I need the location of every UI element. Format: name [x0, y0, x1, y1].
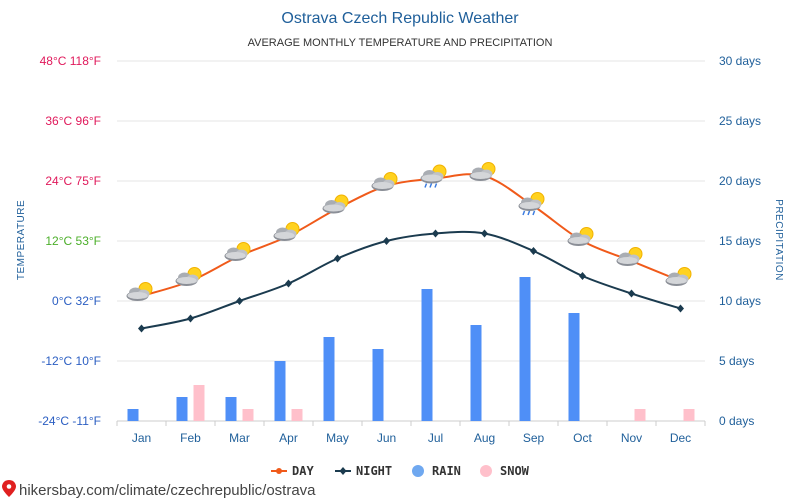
legend-item-night: NIGHT — [335, 464, 392, 478]
right-tick-label: 30 days — [719, 54, 761, 68]
month-label: Oct — [573, 431, 592, 445]
month-label: May — [326, 431, 349, 445]
left-tick-label: 0°C 32°F — [52, 294, 101, 308]
night-point — [481, 229, 488, 238]
legend-item-rain: RAIN — [412, 464, 461, 478]
rain-bar — [372, 349, 384, 421]
month-label: Mar — [229, 431, 250, 445]
sun-cloud-icon — [616, 247, 643, 266]
sun-cloud-rain-icon — [420, 164, 447, 188]
left-tick-label: 12°C 53°F — [45, 234, 101, 248]
rain-bar — [274, 361, 286, 421]
legend-item-day: DAY — [271, 464, 314, 478]
month-label: Sep — [523, 431, 545, 445]
sun-cloud-icon — [469, 162, 496, 181]
right-tick-label: 20 days — [719, 174, 761, 188]
sun-cloud-icon — [175, 267, 202, 286]
precipitation-bars — [127, 277, 695, 421]
left-axis-ticks: 48°C 118°F 36°C 96°F 24°C 75°F 12°C 53°F 0°C… — [38, 54, 101, 428]
legend-label: NIGHT — [356, 464, 392, 478]
month-label: Jan — [132, 431, 151, 445]
sun-cloud-rain-icon — [518, 192, 545, 216]
left-tick-label: 24°C 75°F — [45, 174, 101, 188]
rain-bar — [421, 289, 433, 421]
chart-subtitle: AVERAGE MONTHLY TEMPERATURE AND PRECIPIT… — [248, 37, 553, 49]
legend-label: RAIN — [432, 464, 461, 478]
snow-bar — [193, 385, 205, 421]
right-tick-label: 5 days — [719, 354, 754, 368]
left-tick-label: 48°C 118°F — [40, 54, 101, 68]
night-point — [628, 289, 635, 298]
legend-snow-icon — [480, 465, 492, 477]
legend-label: SNOW — [500, 464, 530, 478]
rain-bar — [568, 313, 580, 421]
snow-bar — [634, 409, 646, 421]
night-point — [383, 237, 390, 245]
month-label: Feb — [180, 431, 201, 445]
rain-bar — [470, 325, 482, 421]
left-tick-label: -24°C -11°F — [38, 414, 101, 428]
snow-bar — [683, 409, 695, 421]
night-point — [187, 314, 194, 323]
snow-bar — [291, 409, 303, 421]
night-point — [530, 247, 537, 255]
day-temperature-line — [141, 173, 681, 297]
temperature-lines — [138, 173, 684, 333]
legend-label: DAY — [292, 464, 314, 478]
weather-icons — [126, 162, 692, 301]
legend-item-snow: SNOW — [480, 464, 530, 478]
sun-cloud-icon — [665, 267, 692, 286]
rain-bar — [225, 397, 237, 421]
chart-legend: DAY NIGHT RAIN SNOW — [271, 464, 530, 478]
left-tick-label: -12°C 10°F — [41, 354, 101, 368]
night-point — [236, 297, 243, 305]
night-point — [579, 272, 586, 280]
month-label: Jun — [377, 431, 396, 445]
location-pin-icon — [2, 480, 16, 497]
legend-rain-icon — [412, 465, 424, 477]
night-point — [138, 324, 145, 333]
month-label: Jul — [428, 431, 443, 445]
right-tick-label: 25 days — [719, 114, 761, 128]
footer-link[interactable]: hikersbay.com/climate/czechrepublic/ostr… — [2, 480, 316, 499]
footer-url[interactable]: hikersbay.com/climate/czechrepublic/ostr… — [19, 482, 316, 499]
right-axis-title: PRECIPITATION — [773, 199, 784, 281]
month-label: Nov — [621, 431, 642, 445]
rain-bar — [176, 397, 188, 421]
sun-cloud-icon — [224, 242, 251, 261]
sun-cloud-icon — [273, 222, 300, 241]
right-tick-label: 0 days — [719, 414, 754, 428]
grid-lines — [116, 60, 706, 426]
sun-cloud-icon — [567, 227, 594, 246]
month-labels: Jan Feb Mar Apr May Jun Jul Aug Sep Oct Nov Dec — [132, 431, 691, 445]
right-tick-label: 10 days — [719, 294, 761, 308]
night-point — [334, 254, 341, 263]
rain-bar — [519, 277, 531, 421]
left-axis-title: TEMPERATURE — [16, 200, 27, 280]
night-point — [677, 304, 684, 313]
night-point — [285, 279, 292, 288]
sun-cloud-icon — [126, 282, 153, 301]
left-tick-label: 36°C 96°F — [45, 114, 101, 128]
right-axis-ticks: 30 days 25 days 20 days 15 days 10 days 5 day… — [719, 54, 761, 428]
night-temperature-line — [141, 230, 681, 330]
chart-title: Ostrava Czech Republic Weather — [281, 10, 519, 27]
month-label: Dec — [670, 431, 691, 445]
month-label: Aug — [474, 431, 495, 445]
rain-bar — [127, 409, 139, 421]
rain-bar — [323, 337, 335, 421]
right-tick-label: 15 days — [719, 234, 761, 248]
snow-bar — [242, 409, 254, 421]
sun-cloud-icon — [371, 172, 398, 191]
night-point — [432, 229, 439, 238]
month-label: Apr — [279, 431, 298, 445]
sun-cloud-icon — [322, 194, 349, 214]
